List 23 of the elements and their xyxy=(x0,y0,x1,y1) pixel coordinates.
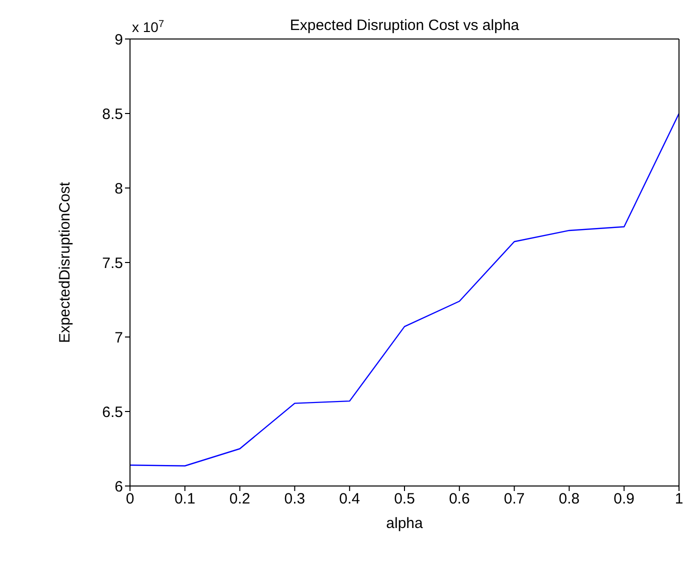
y-tick-label: 9 xyxy=(114,31,123,48)
x-tick-label: 0.5 xyxy=(394,490,415,508)
x-tick-label: 0.8 xyxy=(558,490,580,508)
y-tick-label: 8.5 xyxy=(102,106,123,123)
x-tick-label: 0.4 xyxy=(339,490,360,508)
line-series xyxy=(130,112,679,466)
x-axis-title: alpha xyxy=(386,515,424,532)
x-tick-label: 0.7 xyxy=(504,490,525,508)
text: x 10$^{7}$ xyxy=(132,18,164,35)
x-tick-label: 0.9 xyxy=(614,490,635,508)
x-tick-label: 0.1 xyxy=(174,490,196,508)
y-tick-label: 7.5 xyxy=(102,254,123,272)
chart-title: Expected Disruption Cost vs alpha xyxy=(290,17,520,34)
y-tick-label: 8 xyxy=(114,180,123,198)
y-tick-label: 6 xyxy=(114,478,123,496)
y-tick-label: 7 xyxy=(114,329,123,346)
x-tick-label: 0 xyxy=(126,490,134,508)
x-tick-label: 1 xyxy=(674,490,684,508)
y-tick-label: 6.5 xyxy=(102,404,123,421)
y-axis-title: ExpectedDisruptionCost xyxy=(56,181,74,343)
x-tick-label: 0.2 xyxy=(229,490,250,508)
x-tick-label: 0.6 xyxy=(448,490,470,508)
x-tick-label: 0.3 xyxy=(284,490,306,508)
